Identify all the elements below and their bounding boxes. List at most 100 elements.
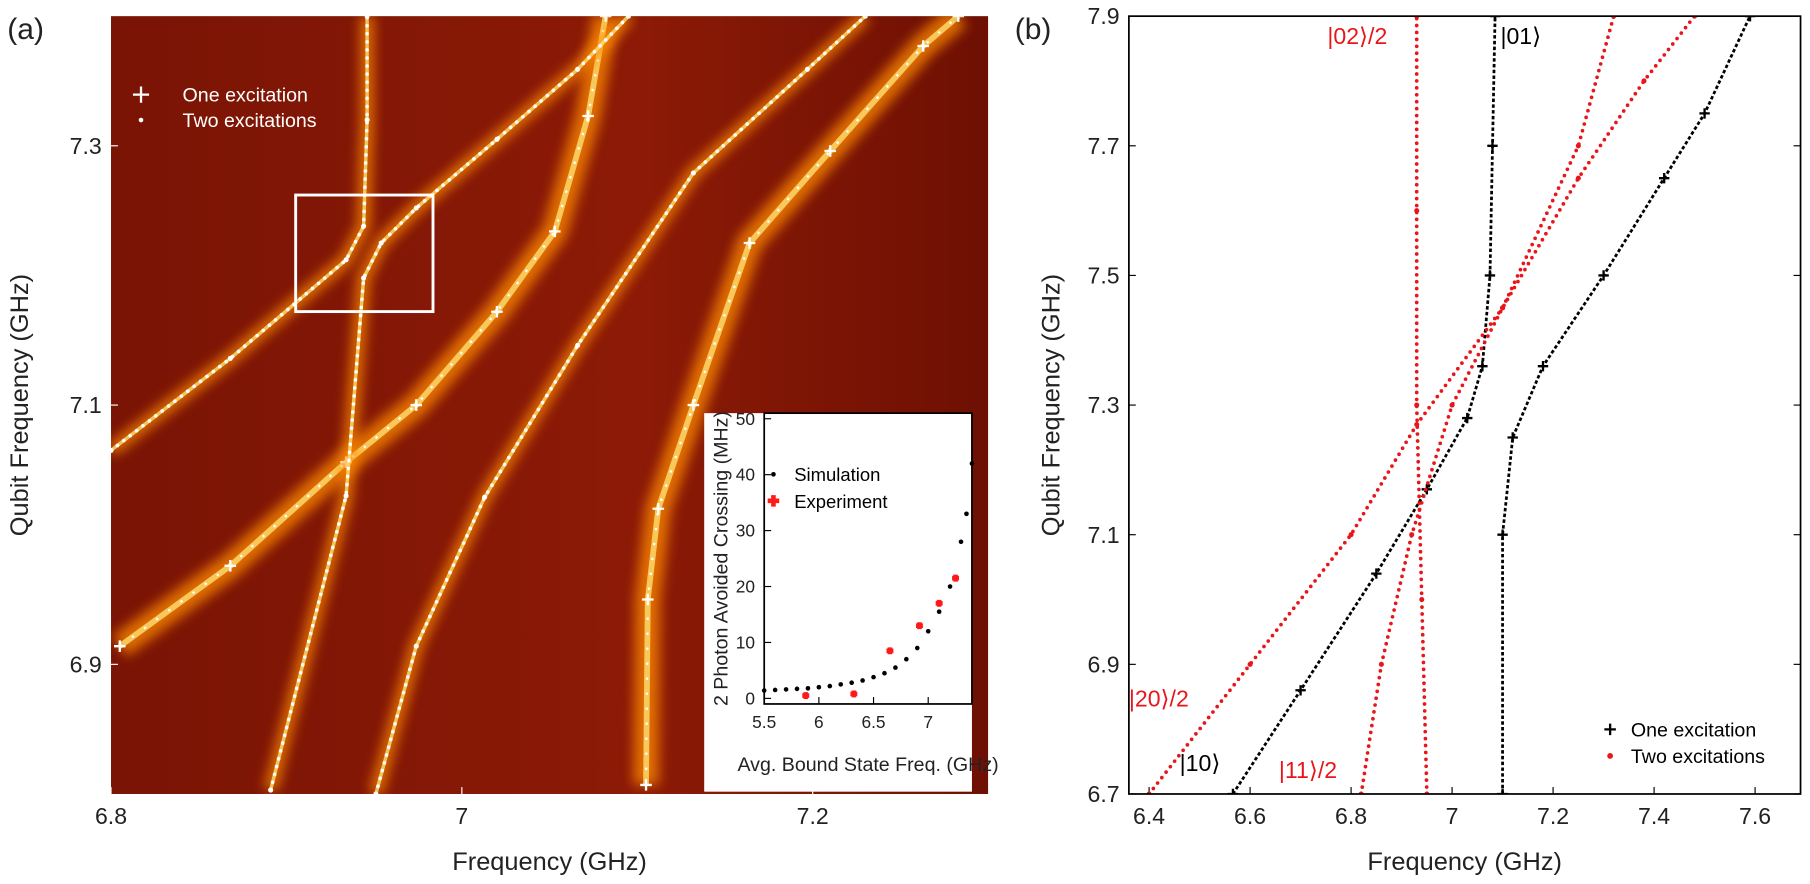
point xyxy=(816,684,822,690)
y-tick-label: 7.1 xyxy=(1088,522,1120,548)
legend-marker xyxy=(138,117,144,123)
y-tick-label: 40 xyxy=(736,465,755,485)
y-axis-label: 2 Photon Avoided Crossing (MHz) xyxy=(710,411,732,706)
point xyxy=(361,223,367,229)
legend-marker xyxy=(1604,723,1616,736)
plus-marker xyxy=(410,399,423,411)
point xyxy=(860,678,865,683)
glow-core xyxy=(118,16,609,649)
y-tick-label: 7.3 xyxy=(70,133,102,159)
legend-marker xyxy=(1607,753,1614,759)
x-tick-label: 6 xyxy=(814,712,824,732)
legend-marker xyxy=(132,86,150,103)
plus-marker xyxy=(850,690,858,698)
point xyxy=(1409,532,1415,538)
plot-area xyxy=(111,16,967,794)
plus-marker xyxy=(952,16,965,22)
panel: 6.8 7 7.2 6.9 7.1 7.3 Frequency (GHz) Qubit Fre… xyxy=(6,13,989,876)
plus-marker xyxy=(935,599,943,607)
plus-line xyxy=(1501,16,1752,794)
point xyxy=(862,16,868,19)
point xyxy=(482,494,488,500)
point xyxy=(690,170,696,176)
panel: 5.5 6 6.5 7 0 10 20 30 40 50 Avg. Bound State Freq… xyxy=(704,409,999,792)
point xyxy=(1414,402,1420,408)
dotted-line xyxy=(268,16,631,792)
y-tick-label: 20 xyxy=(736,577,755,597)
plus-marker xyxy=(491,305,503,318)
x-axis-label: Avg. Bound State Freq. (GHz) xyxy=(737,754,998,776)
plus-marker xyxy=(1658,173,1670,184)
point xyxy=(413,205,419,211)
point xyxy=(838,682,844,687)
point xyxy=(1641,78,1647,84)
plus-marker xyxy=(224,560,237,572)
plus-marker xyxy=(582,110,594,122)
legend-label: One excitation xyxy=(1631,719,1756,741)
point xyxy=(373,791,379,794)
point xyxy=(772,687,778,693)
point xyxy=(1575,143,1581,149)
dotted-line xyxy=(1147,16,1616,794)
y-tick-label: 30 xyxy=(736,521,755,541)
dotted-line xyxy=(111,16,369,453)
plus-marker xyxy=(1507,432,1518,443)
y-axis-label: Qubit Frequency (GHz) xyxy=(1038,274,1066,536)
point xyxy=(227,355,233,361)
y-tick-label: 7.7 xyxy=(1088,133,1120,159)
y-tick-label: 6.9 xyxy=(70,651,102,677)
point xyxy=(343,493,349,499)
point xyxy=(364,16,370,19)
plus-marker xyxy=(1477,360,1488,372)
state-label: |01⟩ xyxy=(1500,23,1541,49)
plus-marker xyxy=(1484,270,1496,281)
legend-label: One excitation xyxy=(183,85,308,107)
legend-marker xyxy=(771,472,776,477)
x-tick-label: 7 xyxy=(1446,803,1459,829)
point xyxy=(268,787,274,793)
point xyxy=(1500,305,1506,311)
y-tick-label: 10 xyxy=(736,633,755,653)
x-tick-label: 6.8 xyxy=(95,803,127,829)
y-axis-label: Qubit Frequency (GHz) xyxy=(6,274,34,536)
plus-marker xyxy=(886,647,894,655)
dotted-line xyxy=(1359,16,1697,794)
plus-marker xyxy=(1497,788,1508,794)
plus-marker xyxy=(824,145,836,157)
point xyxy=(794,686,800,692)
plus-line xyxy=(644,16,960,785)
plus-marker xyxy=(1227,788,1239,794)
plus-marker xyxy=(743,237,756,249)
plus-marker xyxy=(1295,685,1306,696)
point xyxy=(882,670,887,676)
y-tick-label: 7.1 xyxy=(70,392,102,418)
plus-marker xyxy=(652,503,665,515)
plus-marker xyxy=(114,640,126,652)
point xyxy=(914,645,920,651)
y-tick-label: 6.9 xyxy=(1088,651,1120,677)
x-tick-label: 7.4 xyxy=(1638,803,1670,829)
point xyxy=(378,240,384,246)
x-tick-label: 6.4 xyxy=(1133,803,1165,829)
point xyxy=(1414,208,1420,214)
plus-marker xyxy=(952,574,959,582)
x-tick-label: 7 xyxy=(923,712,933,732)
point xyxy=(361,275,367,281)
x-tick-label: 7 xyxy=(455,803,468,829)
point xyxy=(947,584,953,589)
plus-marker xyxy=(1497,529,1508,540)
point xyxy=(964,511,969,517)
plus-marker xyxy=(917,40,929,52)
y-tick-label: 50 xyxy=(736,409,755,429)
x-tick-label: 6.8 xyxy=(1335,803,1367,829)
y-tick-label: 6.7 xyxy=(1088,781,1120,807)
legend-label: Simulation xyxy=(794,464,880,485)
x-tick-label: 7.6 xyxy=(1739,803,1771,829)
x-tick-label: 5.5 xyxy=(752,712,776,732)
point xyxy=(413,643,419,649)
plus-marker xyxy=(1371,568,1382,579)
point xyxy=(575,66,581,72)
plus-marker xyxy=(599,16,612,22)
plus-marker xyxy=(1489,16,1501,22)
